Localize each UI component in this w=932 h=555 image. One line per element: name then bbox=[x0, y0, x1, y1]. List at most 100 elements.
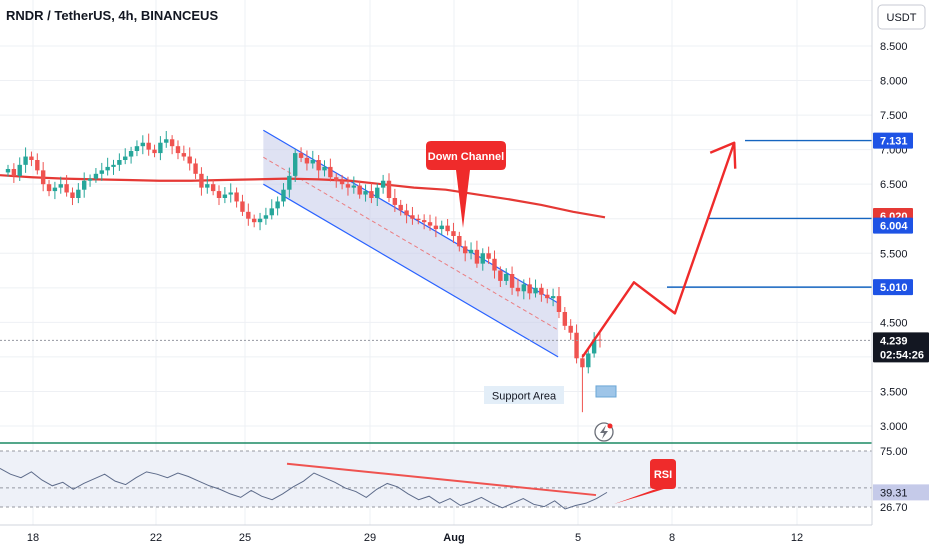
price-tick-label: 8.500 bbox=[880, 41, 908, 53]
time-axis-ticks: 18 22 25 29 Aug 5 8 12 bbox=[27, 532, 803, 544]
support-area-box bbox=[595, 385, 617, 398]
candle-body bbox=[504, 274, 509, 281]
candle-body bbox=[146, 142, 151, 150]
down-channel-label: Down Channel bbox=[428, 151, 504, 163]
candle-body bbox=[134, 146, 140, 152]
candle-body bbox=[281, 189, 286, 202]
candle-body bbox=[527, 284, 532, 294]
candle-body bbox=[29, 156, 34, 160]
candle-body bbox=[105, 166, 110, 171]
candle-body bbox=[228, 192, 233, 195]
candle-body bbox=[64, 184, 69, 193]
candle-body bbox=[17, 164, 22, 176]
candle-body bbox=[363, 191, 368, 195]
candle-body bbox=[421, 220, 427, 223]
time-tick-label: 22 bbox=[150, 532, 162, 544]
candle-body bbox=[369, 191, 374, 198]
candle-body bbox=[117, 160, 122, 165]
candle-body bbox=[11, 168, 17, 176]
candle-body bbox=[462, 246, 468, 254]
countdown-tag: 02:54:26 bbox=[880, 349, 924, 361]
candle-body bbox=[5, 168, 11, 173]
resistance-level-tag: 6.004 bbox=[880, 221, 908, 233]
time-tick-label: 18 bbox=[27, 532, 39, 544]
candle-body bbox=[474, 249, 480, 264]
candle-body bbox=[187, 156, 192, 164]
time-tick-label: 25 bbox=[239, 532, 251, 544]
candle-body bbox=[87, 178, 93, 181]
price-tick-label: 7.500 bbox=[880, 110, 908, 122]
candle-body bbox=[468, 249, 474, 254]
candle-body bbox=[46, 184, 52, 192]
candle-body bbox=[128, 151, 134, 157]
candle-body bbox=[251, 218, 257, 223]
price-tick-label: 6.500 bbox=[880, 179, 908, 191]
candle-body bbox=[492, 258, 497, 271]
mid-level-tag: 5.010 bbox=[880, 282, 908, 294]
candle-body bbox=[486, 253, 491, 259]
price-tick-label: 3.000 bbox=[880, 421, 908, 433]
resistance-level-tag-bg bbox=[873, 217, 913, 234]
rsi-callout-shape bbox=[614, 459, 676, 504]
candle-body bbox=[451, 231, 456, 236]
candle-body bbox=[515, 287, 521, 292]
target-level-tag: 7.131 bbox=[880, 136, 908, 148]
lightning-icon[interactable] bbox=[594, 422, 614, 442]
down-channel-callout-shape bbox=[426, 141, 506, 228]
candle-body bbox=[328, 166, 333, 178]
price-axis[interactable] bbox=[872, 0, 932, 550]
candle-body bbox=[99, 170, 104, 174]
candle-body bbox=[521, 284, 527, 292]
price-levels bbox=[0, 139, 872, 341]
price-tick-label: 5.500 bbox=[880, 248, 908, 260]
candle-body bbox=[199, 173, 204, 188]
candle-body bbox=[580, 358, 585, 368]
candle-body bbox=[334, 177, 339, 181]
candle-body bbox=[304, 157, 310, 164]
candle-body bbox=[216, 191, 222, 198]
candle-body bbox=[591, 339, 597, 354]
currency-button[interactable]: USDT bbox=[877, 4, 926, 30]
candle-body bbox=[539, 287, 544, 295]
candle-body bbox=[35, 160, 40, 171]
candle-body bbox=[398, 204, 403, 211]
rsi-line bbox=[0, 467, 608, 510]
candle-body bbox=[123, 156, 128, 160]
candle-body bbox=[410, 215, 415, 219]
candle-body bbox=[586, 353, 591, 368]
candle-body bbox=[533, 287, 538, 294]
candle-body bbox=[562, 312, 568, 326]
target-level-tag-bg bbox=[873, 132, 913, 149]
channel-mid-line bbox=[263, 156, 559, 331]
candle-body bbox=[416, 218, 421, 221]
candle-body bbox=[322, 166, 327, 171]
support-area-label: Support Area bbox=[492, 391, 557, 403]
candle-body bbox=[498, 270, 503, 281]
candle-body bbox=[457, 236, 462, 247]
rsi-current-tag bbox=[873, 484, 929, 501]
candle-body bbox=[275, 201, 280, 209]
time-tick-label: 5 bbox=[575, 532, 581, 544]
candle-body bbox=[58, 184, 63, 188]
current-price-tag: 4.239 bbox=[880, 335, 908, 347]
support-area: Support Area bbox=[484, 385, 617, 404]
candle-body bbox=[310, 160, 315, 164]
candle-body bbox=[263, 215, 269, 219]
candle-body bbox=[404, 210, 409, 216]
price-axis-ticks: 8.5008.0007.5007.0006.5005.5004.5003.500… bbox=[880, 41, 908, 433]
projection-line bbox=[581, 142, 736, 358]
time-tick-label: Aug bbox=[443, 532, 464, 544]
candle-body bbox=[175, 146, 181, 154]
candle-body bbox=[70, 192, 75, 198]
candle-body bbox=[480, 253, 485, 264]
rsi-trendline bbox=[286, 462, 597, 497]
time-axis[interactable] bbox=[0, 525, 872, 550]
candle-body bbox=[164, 139, 169, 143]
rsi-tick-label: 26.70 bbox=[880, 502, 908, 514]
projection-arrowhead bbox=[709, 141, 737, 169]
candle-body bbox=[23, 156, 28, 165]
projection-arrow bbox=[581, 141, 737, 358]
rsi-tick-label: 75.00 bbox=[880, 446, 908, 458]
